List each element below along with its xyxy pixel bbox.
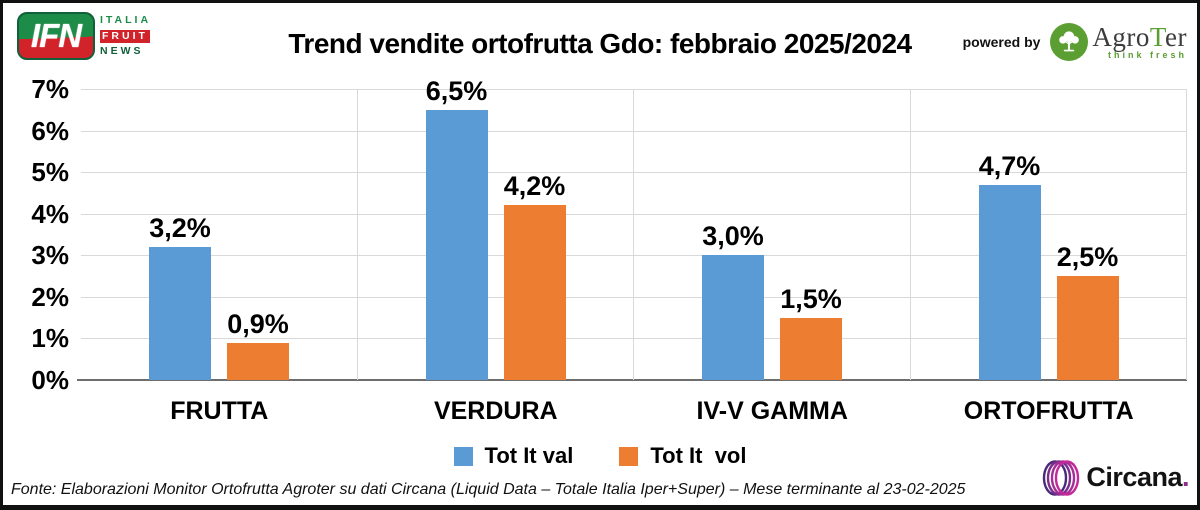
bar-val: 3,2% xyxy=(149,213,211,380)
gridline-horizontal xyxy=(81,255,1187,257)
gridline-vertical xyxy=(1186,89,1187,380)
bar-vol: 0,9% xyxy=(227,309,289,380)
bar-vol: 2,5% xyxy=(1056,242,1119,380)
bar-value-label: 3,0% xyxy=(702,221,764,252)
gridline-horizontal xyxy=(81,130,1187,132)
bar-val: 3,0% xyxy=(702,221,764,380)
legend-item: Tot It vol xyxy=(619,443,746,469)
gridline-horizontal xyxy=(81,338,1187,340)
legend-swatch xyxy=(619,446,639,466)
gridline-vertical xyxy=(356,89,358,380)
y-tick-label: 6% xyxy=(31,115,69,146)
legend-item: Tot It val xyxy=(453,443,574,469)
y-axis: 0% 1% 2% 3% 4% 5% 6% 7% xyxy=(3,74,73,395)
ifn-word-fruit: FRUIT xyxy=(100,29,150,43)
agroter-tree-icon xyxy=(1050,23,1089,61)
ifn-word-news: NEWS xyxy=(100,45,144,57)
bar-val: 4,7% xyxy=(978,151,1041,380)
bar-value-label: 4,2% xyxy=(503,171,566,202)
y-tick-label: 7% xyxy=(31,74,69,104)
y-tick-label: 1% xyxy=(31,323,69,354)
plot-area: 3,2% 0,9% 6,5% 4,2% 3,0% 1,5% 4,7% 2,5% xyxy=(77,76,1188,381)
bar-value-label: 1,5% xyxy=(780,283,842,314)
y-tick-label: 3% xyxy=(31,240,69,271)
gridline-horizontal xyxy=(81,213,1187,215)
bar-value-label: 0,9% xyxy=(227,308,289,339)
circana-rings-icon xyxy=(1043,460,1080,496)
category-label: FRUTTA xyxy=(170,397,269,425)
gridline-vertical xyxy=(909,89,911,380)
gridline-horizontal xyxy=(81,89,1187,90)
bar-val: 6,5% xyxy=(425,76,488,380)
bar-value-label: 2,5% xyxy=(1056,242,1119,273)
ifn-wordmark: ITALIA FRUIT NEWS xyxy=(100,12,151,60)
powered-by-block: powered by AgroTer think fr xyxy=(963,23,1187,61)
bar-vol: 1,5% xyxy=(780,284,842,380)
ifn-abbr: IFN xyxy=(30,17,82,54)
category-label: ORTOFRUTTA xyxy=(963,397,1134,425)
legend: Tot It val Tot It vol xyxy=(3,443,1197,469)
chart-title: Trend vendite ortofrutta Gdo: febbraio 2… xyxy=(288,28,912,59)
category-label: IV-V GAMMA xyxy=(696,397,848,425)
bar-value-label: 6,5% xyxy=(425,75,488,106)
category-label: VERDURA xyxy=(433,397,558,425)
y-tick-label: 0% xyxy=(31,365,69,395)
y-tick-label: 5% xyxy=(31,157,69,188)
bar-value-label: 4,7% xyxy=(978,150,1041,181)
source-note: Fonte: Elaborazioni Monitor Ortofrutta A… xyxy=(11,481,966,498)
y-tick-label: 2% xyxy=(31,281,69,312)
powered-by-label: powered by xyxy=(962,34,1041,50)
circana-name: Circana. xyxy=(1086,461,1189,492)
legend-label: Tot It vol xyxy=(650,443,747,468)
gridline-horizontal xyxy=(81,296,1187,298)
bar-group: 6,5% 4,2% xyxy=(358,76,635,380)
agroter-logo: AgroTer think fresh xyxy=(1050,23,1187,61)
gridline-horizontal xyxy=(81,172,1187,174)
agroter-name: AgroTer xyxy=(1092,22,1187,52)
agroter-tagline: think fresh xyxy=(1107,50,1187,60)
agroter-wordmark: AgroTer think fresh xyxy=(1092,22,1187,61)
ifn-word-italia: ITALIA xyxy=(100,14,152,26)
circana-logo: Circana. xyxy=(1034,452,1190,502)
bar-group: 3,2% 0,9% xyxy=(81,89,358,380)
bar-group: 3,0% 1,5% xyxy=(634,89,911,380)
bar-vol: 4,2% xyxy=(503,171,566,380)
ifn-logo: IFN ITALIA FRUIT NEWS xyxy=(17,12,151,60)
category-axis: FRUTTA VERDURA IV-V GAMMA ORTOFRUTTA xyxy=(81,397,1187,427)
bar-value-label: 3,2% xyxy=(149,212,211,243)
ifn-badge-icon: IFN xyxy=(17,12,95,60)
gridline-vertical xyxy=(633,89,634,380)
legend-label: Tot It val xyxy=(484,443,574,468)
legend-swatch xyxy=(453,446,473,466)
bar-group: 4,7% 2,5% xyxy=(911,89,1188,380)
y-tick-label: 4% xyxy=(31,198,69,229)
x-axis-line xyxy=(77,379,1187,381)
